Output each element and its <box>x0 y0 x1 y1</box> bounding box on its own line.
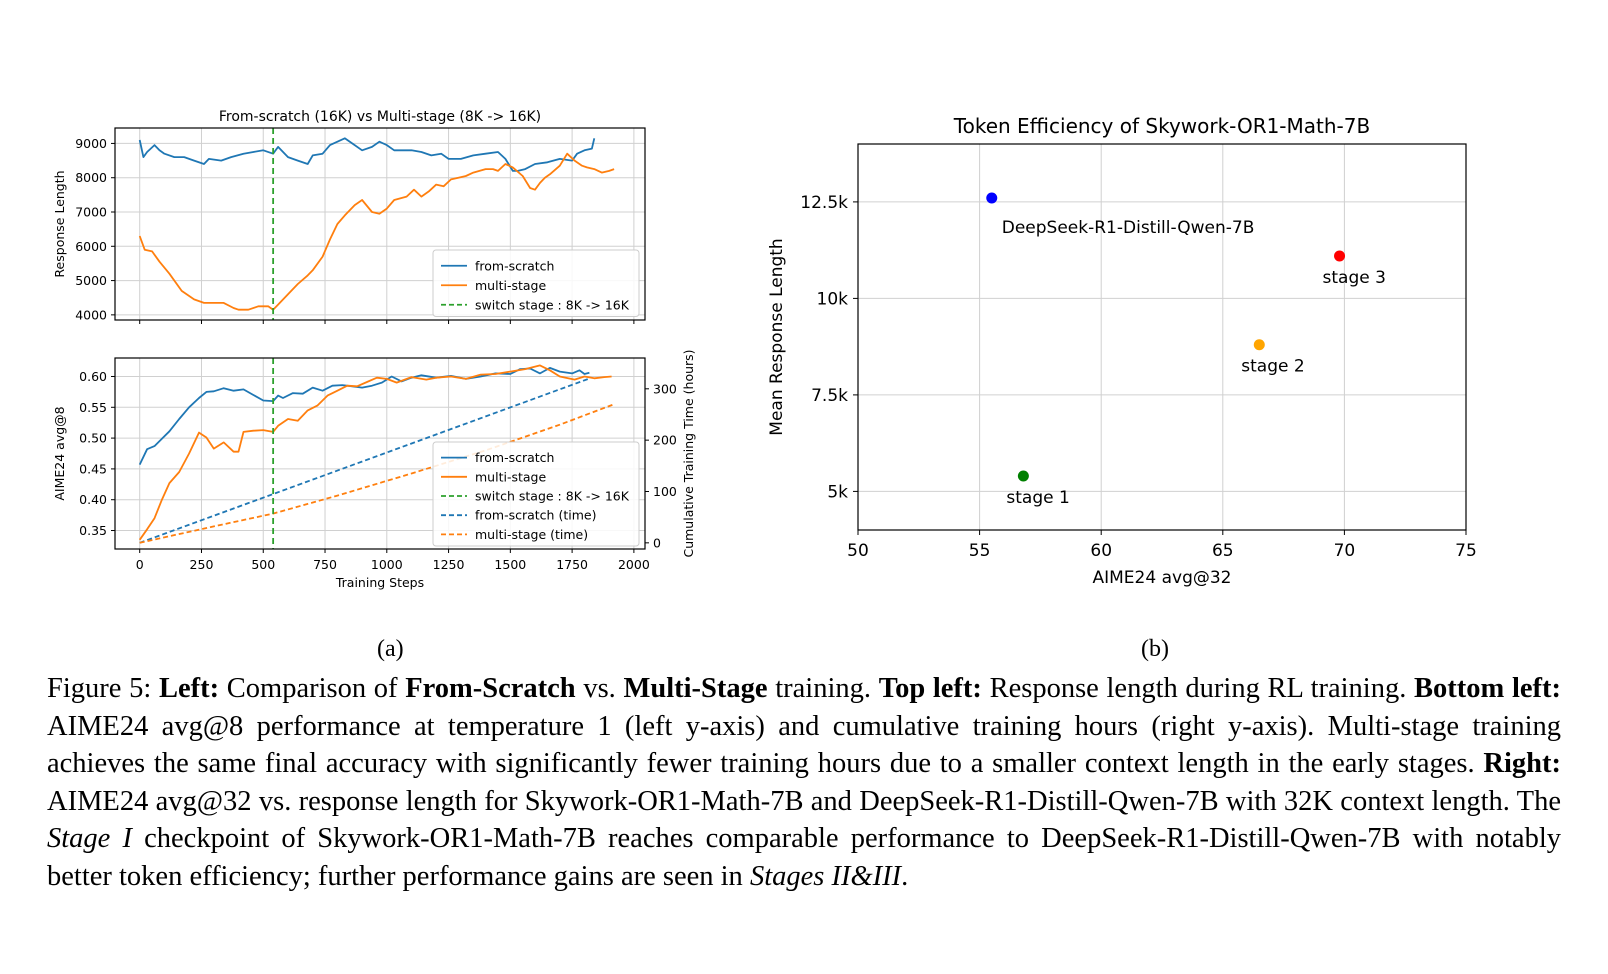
plot-frame <box>857 143 1467 531</box>
point-label: DeepSeek-R1-Distill-Qwen-7B <box>1002 218 1255 238</box>
caption-left-label: Left: <box>158 673 220 704</box>
x-tick-label: 1750 <box>556 557 588 572</box>
chart-title: From-scratch (16K) vs Multi-stage (8K ->… <box>219 109 541 125</box>
plot-frame <box>114 357 646 550</box>
y-axis-label: Mean Response Length <box>767 238 787 435</box>
x-tick-label: 50 <box>847 541 869 561</box>
series-line-multi-stage <box>138 364 612 541</box>
caption-multi-stage: Multi-Stage <box>623 673 768 704</box>
caption-text: . <box>901 860 909 892</box>
series-line-from-scratch <box>138 137 596 172</box>
x-tick-label: 1500 <box>494 557 526 572</box>
x-axis-label: AIME24 avg@32 <box>1093 568 1232 588</box>
caption-prefix: Figure 5: <box>47 673 159 704</box>
scatter-point <box>1334 250 1346 262</box>
caption-text: Response length during RL training. <box>981 673 1415 704</box>
caption-top-left-label: Top left: <box>878 673 982 704</box>
x-tick-label: 70 <box>1334 541 1356 561</box>
caption-text: training. <box>767 673 879 704</box>
caption-text: Comparison of <box>219 673 406 704</box>
x-tick-label: 250 <box>190 557 214 572</box>
caption-from-scratch: From-Scratch <box>405 673 576 704</box>
caption-text: vs. <box>575 673 624 704</box>
y2-tick-label: 300 <box>653 381 677 396</box>
point-label: stage 2 <box>1241 357 1304 377</box>
caption-text: checkpoint of Skywork-OR1-Math-7B reache… <box>47 823 1561 892</box>
legend-box <box>432 441 640 547</box>
x-tick-label: 500 <box>251 557 275 572</box>
y-tick-label: 4000 <box>75 307 107 322</box>
legend-label: switch stage : 8K -> 16K <box>475 297 630 312</box>
x-axis-label: Training Steps <box>335 575 424 590</box>
legend-label: from-scratch <box>475 258 554 273</box>
y-tick-label: 10k <box>817 289 849 309</box>
panel-label-a: (a) <box>377 636 404 662</box>
x-tick-label: 2000 <box>618 557 650 572</box>
y-tick-label: 7000 <box>75 205 107 220</box>
chart-token-efficiency: 5k 7.5k 10k 12.5k 50 55 60 65 70 75 DeepSeek-R1-Di… <box>767 114 1477 588</box>
y-tick-label: 8000 <box>75 170 107 185</box>
y-tick-label: 9000 <box>75 136 107 151</box>
series-line-multi-stage <box>138 152 615 311</box>
y2-axis-label: Cumulative Training Time (hours) <box>681 349 696 557</box>
x-tick-label: 55 <box>969 541 991 561</box>
x-tick-label: 1000 <box>371 557 403 572</box>
x-tick-label: 65 <box>1212 541 1234 561</box>
panel-label-b: (b) <box>1141 636 1169 662</box>
caption-text: AIME24 avg@32 vs. response length for Sk… <box>47 785 1561 817</box>
y-axis-label: Response Length <box>52 170 67 277</box>
legend-label: multi-stage <box>475 278 546 293</box>
point-label: stage 3 <box>1323 268 1386 288</box>
series-line-multi-stage-time- <box>139 403 615 544</box>
y-tick-label: 6000 <box>75 239 107 254</box>
y-tick-label: 12.5k <box>800 193 848 213</box>
y-tick-label: 0.40 <box>79 492 107 507</box>
legend-label: from-scratch (time) <box>475 508 596 523</box>
legend-label: switch stage : 8K -> 16K <box>475 489 630 504</box>
caption-bottom-left-label: Bottom left: <box>1414 673 1561 704</box>
point-label: stage 1 <box>1006 488 1069 508</box>
y-tick-label: 0.60 <box>79 369 107 384</box>
scatter-point <box>1017 470 1029 482</box>
chart-title: Token Efficiency of Skywork-OR1-Math-7B <box>953 114 1370 138</box>
x-tick-label: 60 <box>1090 541 1112 561</box>
chart-response-length: 4000 5000 6000 7000 8000 9000 From-scratch (16… <box>52 109 646 324</box>
plot-frame <box>114 127 646 321</box>
x-tick-label: 750 <box>313 557 337 572</box>
y-tick-label: 0.55 <box>79 400 107 415</box>
y-tick-label: 0.50 <box>79 431 107 446</box>
y-tick-label: 5000 <box>75 273 107 288</box>
caption-stages-ii-iii: Stages II&III <box>749 860 902 892</box>
x-tick-label: 0 <box>136 557 144 572</box>
legend-label: from-scratch <box>475 450 554 465</box>
legend-label: multi-stage (time) <box>475 527 588 542</box>
y-axis-label: AIME24 avg@8 <box>52 406 67 500</box>
x-tick-label: 1250 <box>433 557 465 572</box>
y-tick-label: 0.35 <box>79 523 107 538</box>
caption-stage-i: Stage I <box>47 823 132 854</box>
y-tick-label: 7.5k <box>811 386 848 406</box>
chart-aime24-avg8: 0.35 0.40 0.45 0.50 0.55 0.60 0 100 200 300 0 250 50… <box>52 349 696 590</box>
scatter-point <box>986 192 998 204</box>
scatter-point <box>1253 339 1265 351</box>
y2-tick-label: 100 <box>653 484 677 499</box>
y-tick-label: 0.45 <box>79 461 107 476</box>
figure-caption: Figure 5: Left: Comparison of From-Scrat… <box>47 670 1561 895</box>
caption-text: AIME24 avg@8 performance at temperature … <box>47 710 1561 780</box>
x-tick-label: 75 <box>1455 541 1477 561</box>
y2-tick-label: 0 <box>653 535 661 550</box>
legend-label: multi-stage <box>475 469 546 484</box>
y-tick-label: 5k <box>827 482 848 502</box>
legend-box <box>432 249 640 317</box>
caption-right-label: Right: <box>1483 748 1561 779</box>
y2-tick-label: 200 <box>653 433 677 448</box>
